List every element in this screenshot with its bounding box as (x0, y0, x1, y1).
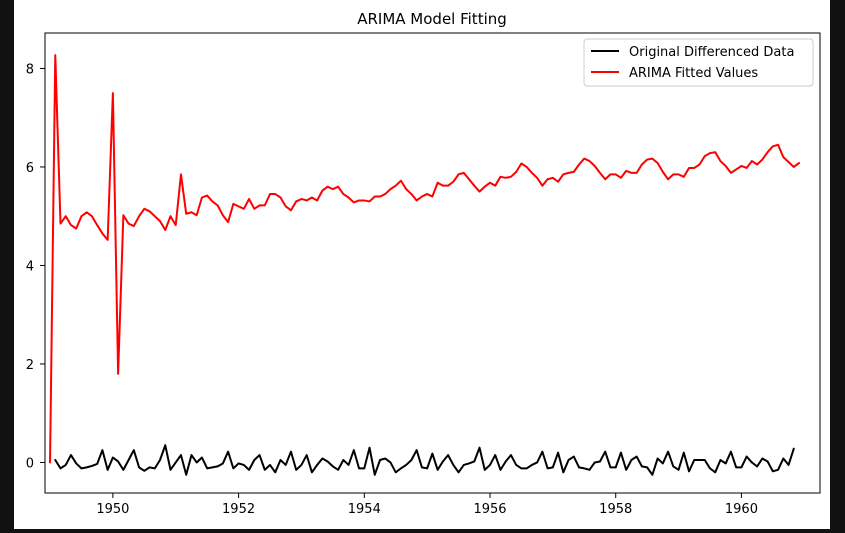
plot-area-frame (44, 32, 821, 494)
x-axis: 1950 1952 1954 1956 1958 1960 (96, 493, 758, 517)
y-tick-label: 6 (26, 161, 34, 176)
legend-label-arima: ARIMA Fitted Values (629, 66, 758, 81)
x-tick-label: 1958 (599, 502, 632, 517)
y-tick-label: 0 (26, 456, 34, 471)
y-tick-label: 2 (26, 358, 34, 373)
original-differenced-line (54, 444, 795, 476)
x-tick-label: 1952 (222, 502, 255, 517)
series-layer (49, 54, 801, 476)
x-tick-label: 1954 (348, 502, 381, 517)
legend: Original Differenced Data ARIMA Fitted V… (583, 38, 814, 87)
x-tick-label: 1960 (725, 502, 758, 517)
arima-line-chart: ARIMA Model Fitting 1950 1952 1954 1956 1958… (26, 10, 821, 517)
y-tick-label: 4 (26, 259, 34, 274)
x-tick-label: 1950 (96, 502, 129, 517)
y-axis: 0 2 4 6 8 (26, 62, 45, 471)
arima-fitted-line (49, 54, 801, 464)
chart-figure: ARIMA Model Fitting 1950 1952 1954 1956 1958… (14, 0, 830, 529)
x-tick-label: 1956 (473, 502, 506, 517)
chart-title: ARIMA Model Fitting (357, 10, 507, 28)
legend-box (583, 38, 814, 87)
legend-label-original: Original Differenced Data (629, 45, 794, 60)
y-tick-label: 8 (26, 62, 34, 77)
